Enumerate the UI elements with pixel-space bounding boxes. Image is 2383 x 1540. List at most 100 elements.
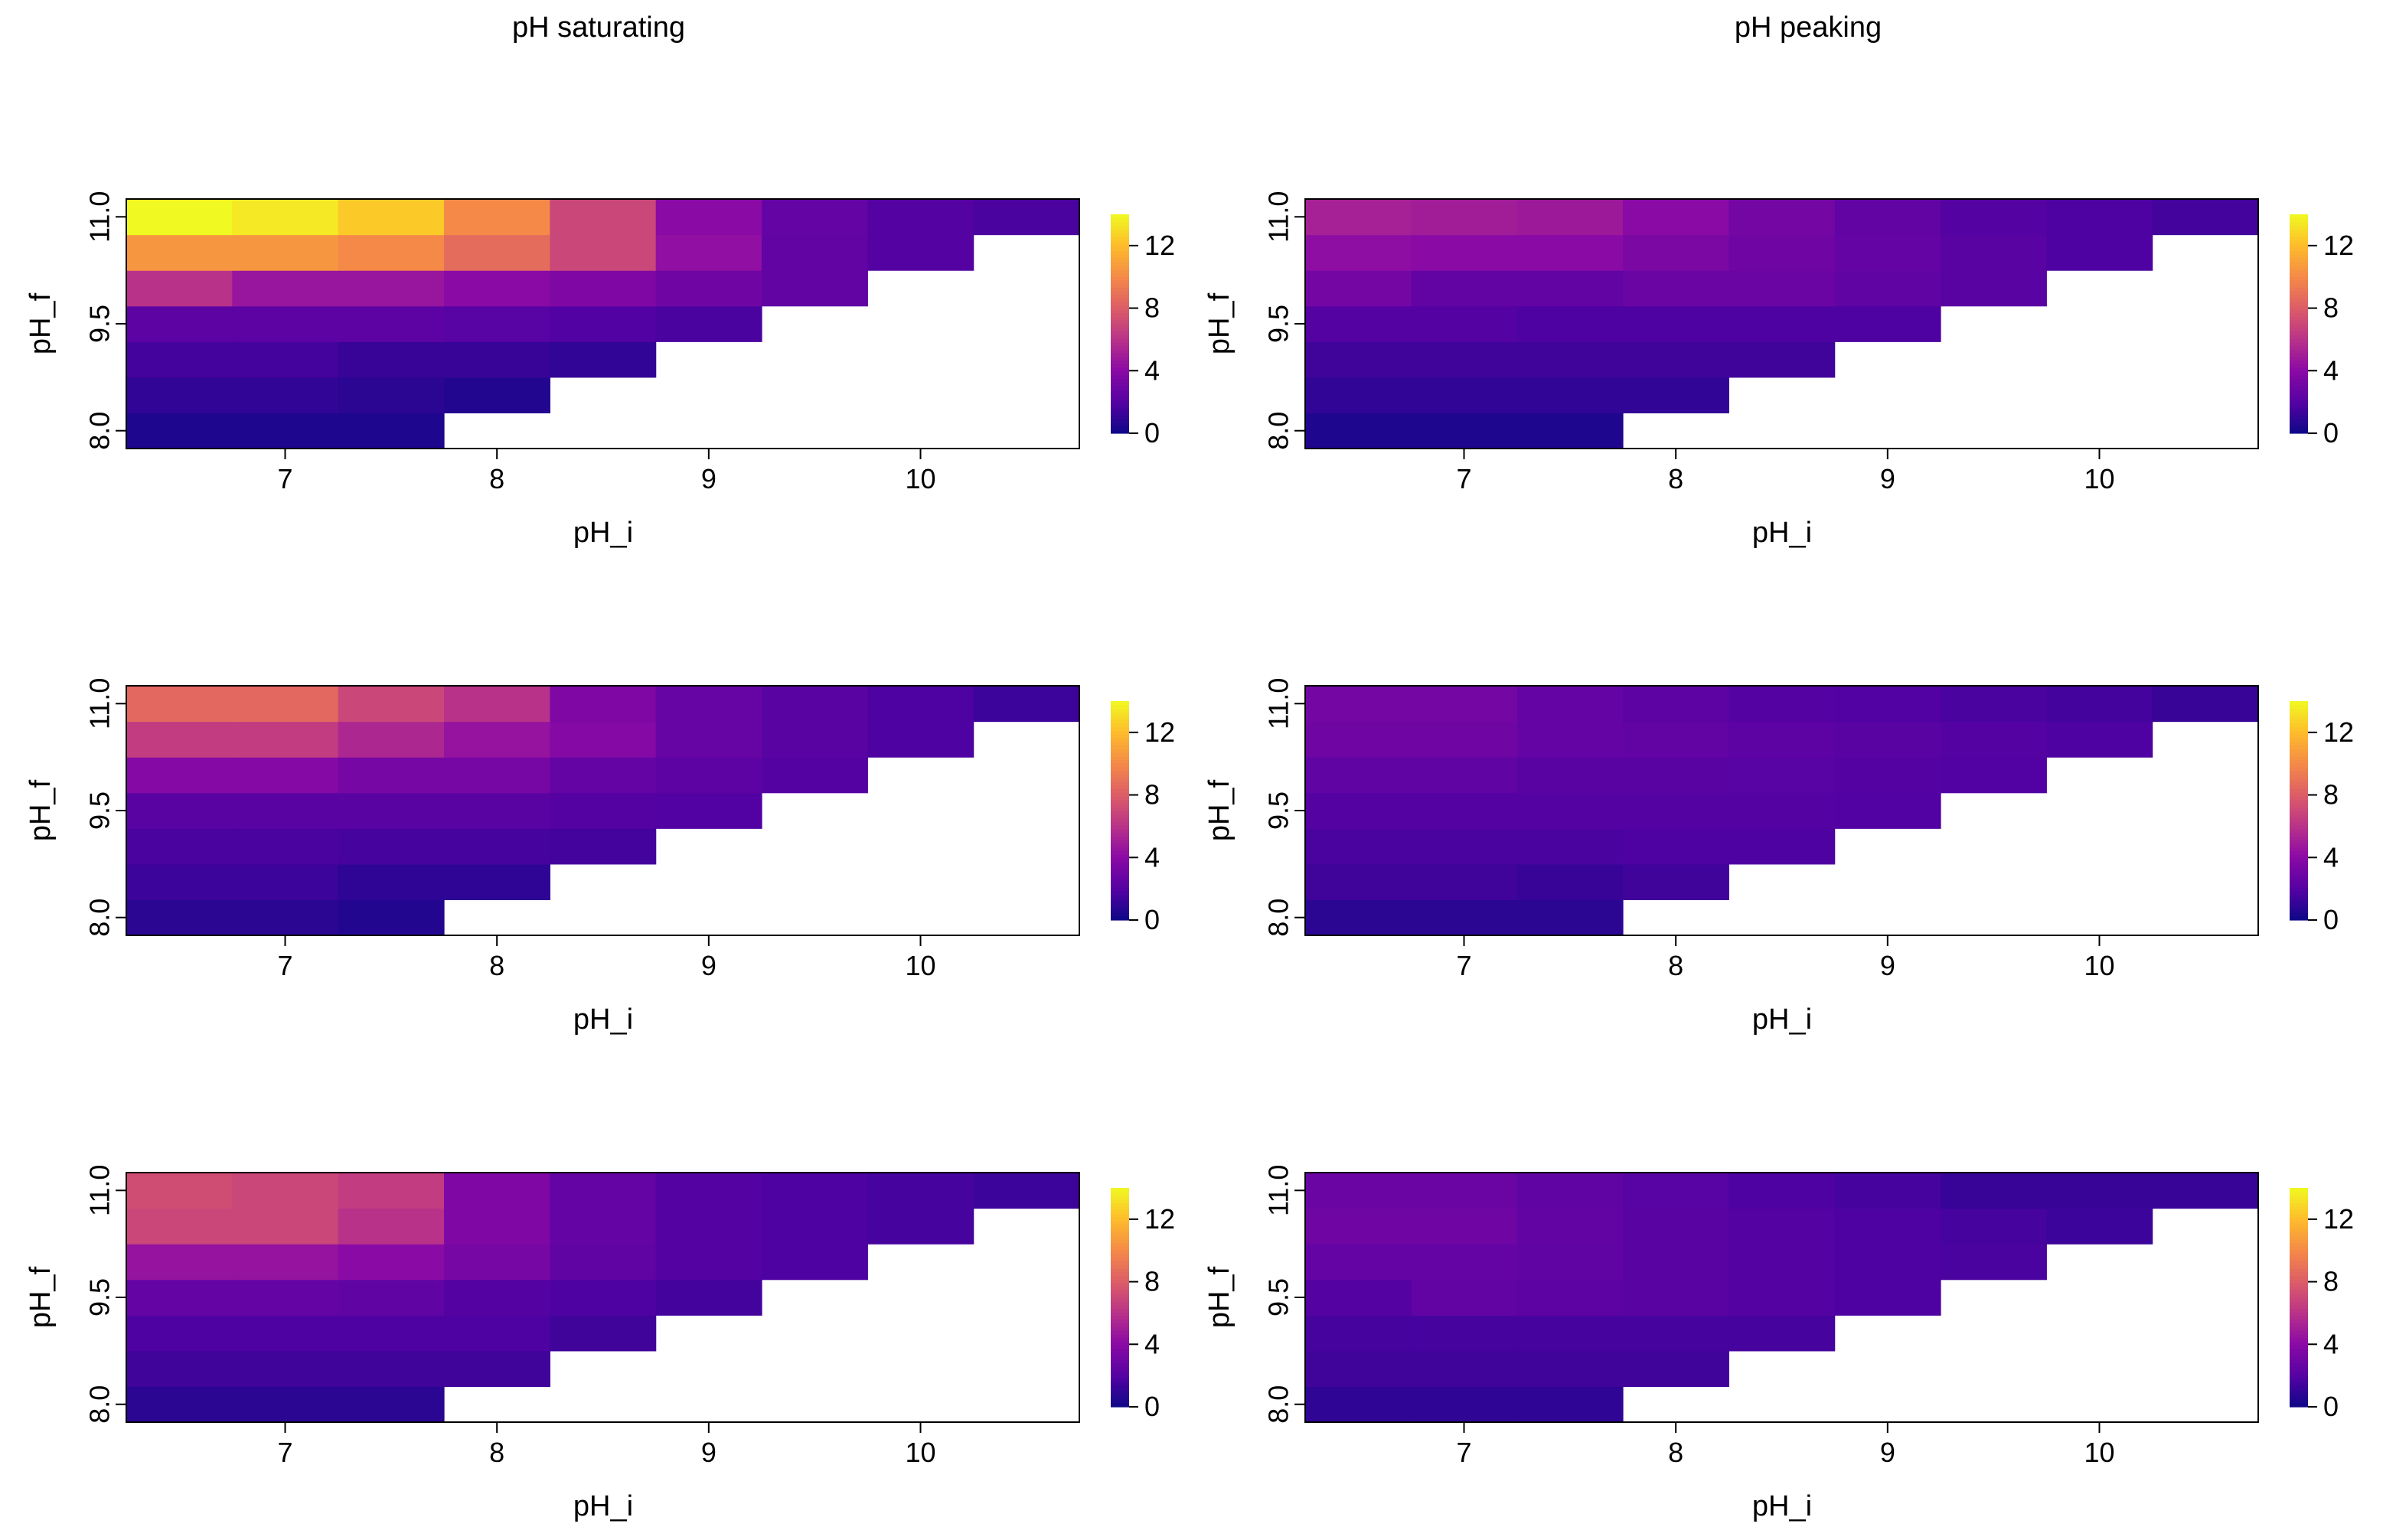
heatmap-panel-3: 7 8 9 10 pH_i 8.0 9.5 11.0 pH_f 0 4 8 12 (24, 678, 1175, 1036)
colorbar-segment (1111, 759, 1129, 764)
colorbar-segment (2290, 415, 2308, 419)
colorbar-segment (2290, 741, 2308, 746)
colorbar-segment (1111, 1199, 1129, 1203)
heatmap-cell (126, 1244, 233, 1281)
heatmap-cell (338, 413, 445, 449)
heatmap-cell (444, 199, 550, 236)
colorbar-segment (2290, 1403, 2308, 1408)
colorbar-segment (1111, 294, 1129, 299)
heatmap-cell (1941, 757, 2047, 794)
heatmap-cell (1623, 1279, 1729, 1316)
heatmap-cell (1411, 899, 1518, 936)
heatmap-cell (1834, 199, 1941, 236)
colorbar-segment (1111, 400, 1129, 405)
colorbar-segment (2290, 243, 2308, 248)
colorbar-segment (1111, 1253, 1129, 1258)
colorbar-segment (2290, 1195, 2308, 1199)
heatmap-cell (126, 757, 233, 794)
colorbar-segment (2290, 316, 2308, 321)
x-tick-label: 8 (489, 463, 504, 494)
heatmap-cell (1834, 686, 1941, 723)
colorbar-segment (2290, 1344, 2308, 1349)
colorbar-segment (1111, 382, 1129, 387)
heatmap-cell (1305, 863, 1412, 901)
colorbar-segment (1111, 850, 1129, 855)
heatmap-cell (1623, 863, 1729, 901)
colorbar-segment (2290, 294, 2308, 299)
heatmap-cell (444, 1244, 550, 1281)
heatmap-cell (1411, 305, 1518, 342)
heatmap-cell (1728, 1315, 1836, 1352)
colorbar-tick-label: 8 (1144, 779, 1160, 811)
heatmap-cell (550, 828, 657, 865)
heatmap-cell (126, 1279, 233, 1316)
heatmap-cell (1728, 1244, 1836, 1281)
colorbar-segment (2290, 894, 2308, 899)
colorbar-tick-label: 4 (2323, 1328, 2339, 1359)
colorbar-segment (1111, 1323, 1129, 1327)
colorbar-segment (2290, 898, 2308, 902)
heatmap-cell (1728, 686, 1836, 723)
heatmap-cell (1305, 686, 1412, 723)
colorbar-segment (1111, 1268, 1129, 1273)
heatmap-cell (232, 305, 339, 342)
heatmap-cell (550, 792, 657, 829)
colorbar-segment (1111, 426, 1129, 430)
colorbar-segment (2290, 254, 2308, 259)
heatmap-cell (1305, 792, 1412, 829)
colorbar-segment (1111, 316, 1129, 321)
colorbar-segment (1111, 730, 1129, 735)
colorbar-segment (1111, 349, 1129, 354)
y-axis-label: pH_f (1203, 292, 1236, 354)
heatmap-cell (444, 721, 550, 758)
colorbar-segment (1111, 324, 1129, 328)
x-tick-label: 9 (1880, 950, 1895, 981)
colorbar-segment (2290, 1257, 2308, 1261)
heatmap-cell (126, 199, 233, 236)
heatmap-cell (655, 792, 762, 829)
colorbar-segment (1111, 1217, 1129, 1222)
x-tick-label: 8 (489, 1437, 504, 1468)
heatmap-cell (762, 721, 868, 758)
colorbar-segment (2290, 825, 2308, 830)
colorbar-segment (2290, 393, 2308, 397)
x-tick-label: 7 (277, 1437, 292, 1468)
colorbar-segment (1111, 1202, 1129, 1207)
heatmap-cell (1411, 863, 1518, 901)
heatmap-cell (1941, 686, 2047, 723)
heatmap-cell (232, 413, 339, 449)
heatmap-cell (1834, 1279, 1941, 1316)
colorbar-segment (2290, 733, 2308, 739)
colorbar-segment (1111, 279, 1129, 285)
colorbar-segment (1111, 1319, 1129, 1323)
heatmap-cell (550, 1244, 657, 1281)
colorbar-segment (1111, 1275, 1129, 1280)
colorbar-segment (2290, 1308, 2308, 1313)
colorbar-segment (1111, 1279, 1129, 1284)
colorbar-segment (1111, 708, 1129, 713)
colorbar-segment (1111, 840, 1129, 844)
heatmap-cell (1411, 413, 1518, 449)
colorbar-segment (1111, 1195, 1129, 1199)
colorbar-segment (2290, 324, 2308, 328)
y-tick-label: 9.5 (1263, 305, 1294, 343)
colorbar-segment (2290, 396, 2308, 401)
heatmap-cell (1305, 377, 1412, 414)
colorbar-tick-label: 4 (1144, 1328, 1160, 1359)
colorbar-segment (1111, 291, 1129, 295)
heatmap-cell (2046, 1208, 2153, 1245)
colorbar-segment (2290, 374, 2308, 380)
colorbar-segment (2290, 807, 2308, 811)
heatmap-cell (126, 721, 233, 758)
colorbar-segment (1111, 229, 1129, 233)
heatmap-cell (444, 234, 550, 271)
colorbar-segment (2290, 748, 2308, 753)
heatmap-cell (1516, 757, 1624, 794)
heatmap-cell (1305, 1350, 1412, 1388)
heatmap-cell (232, 341, 339, 378)
colorbar-segment (2290, 836, 2308, 840)
colorbar-segment (1111, 909, 1129, 914)
heatmap-cell (1834, 721, 1941, 758)
colorbar-segment (2290, 795, 2308, 801)
colorbar-segment (1111, 879, 1129, 884)
